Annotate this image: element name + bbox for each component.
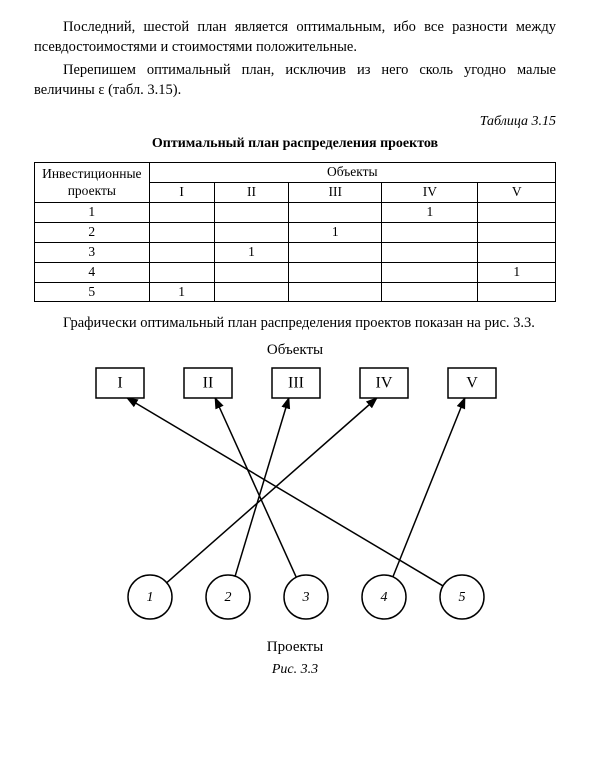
svg-text:V: V [466,375,478,392]
table-cell [149,242,214,262]
object-node: IV [360,368,408,398]
table-cell [214,262,288,282]
table-cell [289,262,382,282]
table-col-header: IV [382,183,478,203]
table-rowhead: Инвестиционные проекты [35,163,150,203]
object-node: II [184,368,232,398]
table-cell [149,222,214,242]
diagram-top-label: Объекты [34,342,556,359]
project-node: 4 [362,575,406,619]
table-row: 31 [35,242,556,262]
table-cell [149,262,214,282]
paragraph-2: Перепишем оптимальный план, исключив из … [34,61,556,100]
table-cell [478,222,556,242]
svg-text:III: III [288,375,304,392]
table-cell [289,282,382,302]
table-row: 11 [35,203,556,223]
table-row-label: 2 [35,222,150,242]
table-number: Таблица 3.15 [34,114,556,130]
diagram-edge [235,398,289,576]
table-colgroup-head: Объекты [149,163,555,183]
object-node: III [272,368,320,398]
table-cell [289,242,382,262]
table-cell [382,222,478,242]
table-row-label: 5 [35,282,150,302]
table-row-label: 3 [35,242,150,262]
svg-text:1: 1 [147,590,154,605]
table-col-header: I [149,183,214,203]
assignment-diagram: IIIIIIIVV12345 [60,359,530,639]
svg-text:IV: IV [376,375,393,392]
table-cell: 1 [289,222,382,242]
project-node: 3 [284,575,328,619]
table-cell [382,242,478,262]
table-row: 51 [35,282,556,302]
table-body: 1121314151 [35,203,556,302]
table-cell: 1 [478,262,556,282]
svg-text:II: II [203,375,214,392]
object-node: V [448,368,496,398]
diagram-edge [167,398,377,583]
table-row-label: 1 [35,203,150,223]
table-cell [214,203,288,223]
paragraph-1: Последний, шестой план является оптималь… [34,18,556,57]
svg-text:I: I [117,375,122,392]
svg-text:2: 2 [225,590,232,605]
project-node: 5 [440,575,484,619]
table-row-label: 4 [35,262,150,282]
table-row: 41 [35,262,556,282]
svg-text:5: 5 [459,590,466,605]
diagram-bottom-label: Проекты [34,639,556,656]
table-cell [478,242,556,262]
table-cell: 1 [214,242,288,262]
svg-text:4: 4 [381,590,388,605]
table-cell [382,262,478,282]
table-col-header: III [289,183,382,203]
table-cell [214,282,288,302]
table-col-header: II [214,183,288,203]
project-node: 2 [206,575,250,619]
table-cell [478,282,556,302]
table-col-header: V [478,183,556,203]
table-title: Оптимальный план распределения проектов [34,136,556,152]
table-cell: 1 [149,282,214,302]
table-cell: 1 [382,203,478,223]
table-cell [289,203,382,223]
object-node: I [96,368,144,398]
allocation-table: Инвестиционные проекты Объекты IIIIIIIVV… [34,162,556,302]
table-cell [478,203,556,223]
project-node: 1 [128,575,172,619]
diagram-container: Объекты IIIIIIIVV12345 Проекты Рис. 3.3 [34,342,556,678]
paragraph-3: Графически оптимальный план распределени… [34,314,556,334]
table-row: 21 [35,222,556,242]
diagram-edge [127,398,443,586]
diagram-edge [393,398,465,577]
svg-text:3: 3 [302,590,310,605]
table-cell [214,222,288,242]
table-cell [149,203,214,223]
diagram-edge [215,398,296,577]
table-cell [382,282,478,302]
figure-caption: Рис. 3.3 [34,662,556,678]
